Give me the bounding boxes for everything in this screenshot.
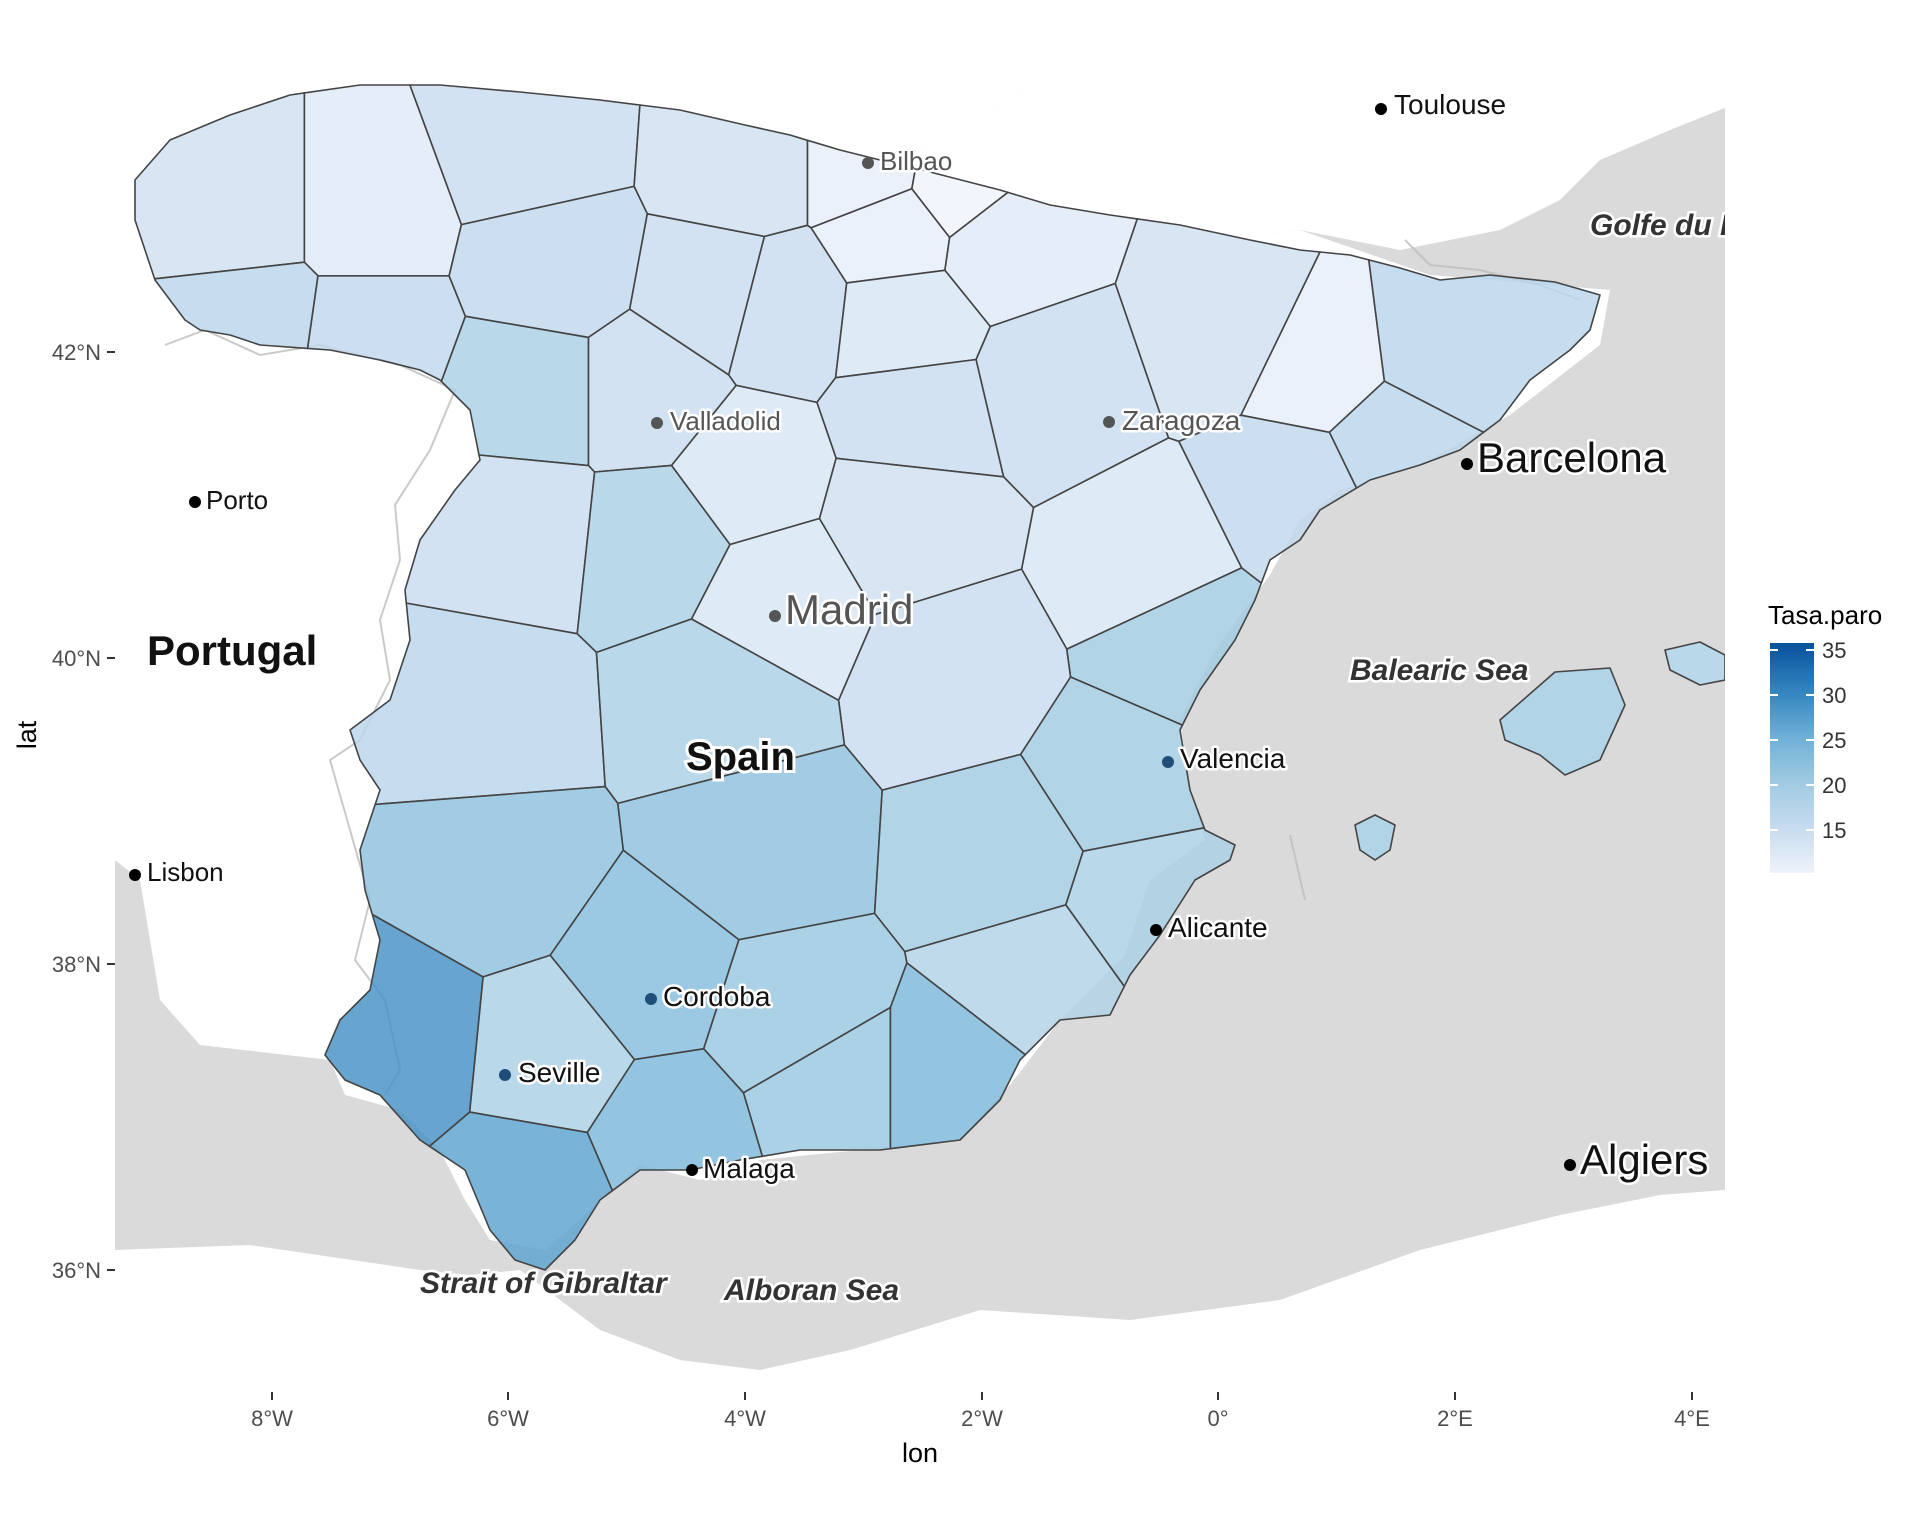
toulouse-label: Toulouse xyxy=(1394,89,1506,120)
balearic-sea-label: Balearic Sea xyxy=(1350,654,1528,687)
valladolid-label: Valladolid xyxy=(670,406,781,436)
legend-title: Tasa.paro xyxy=(1768,600,1882,630)
province-region xyxy=(1499,667,1626,776)
madrid-label: Madrid xyxy=(785,586,913,633)
y-axis: 36°N 38°N 40°N 42°N lat xyxy=(12,340,115,1283)
malaga-marker xyxy=(686,1164,698,1176)
strait-of-gibraltar-label: Strait of Gibraltar xyxy=(420,1267,669,1300)
cordoba-marker xyxy=(645,993,657,1005)
x-tick-label: 4°E xyxy=(1674,1406,1710,1431)
barcelona-marker xyxy=(1461,458,1473,470)
legend-break-label: 30 xyxy=(1822,683,1846,708)
place-labels: Toulouse Bilbao Valladolid Zaragoza Barc… xyxy=(129,87,1783,1310)
province-region xyxy=(428,1111,614,1271)
province-region xyxy=(153,261,319,350)
porto-label: Porto xyxy=(206,485,268,515)
malaga-label: Malaga xyxy=(703,1153,795,1184)
valencia-label: Valencia xyxy=(1180,743,1286,774)
cordoba-label: Cordoba xyxy=(663,981,771,1012)
porto-marker xyxy=(189,496,201,508)
province-region xyxy=(1328,380,1485,489)
madrid-marker xyxy=(769,610,781,622)
province-region xyxy=(1354,814,1396,861)
morocco-land xyxy=(115,1190,1725,1392)
legend: Tasa.paro 35 30 25 20 15 xyxy=(1768,600,1882,873)
bilbao-marker xyxy=(862,157,874,169)
y-tick-label: 40°N xyxy=(52,646,101,671)
x-axis-title: lon xyxy=(902,1438,938,1468)
region-layer xyxy=(134,84,1725,1271)
zaragoza-marker xyxy=(1103,416,1115,428)
alicante-label: Alicante xyxy=(1168,912,1268,943)
x-tick-label: 2°W xyxy=(961,1406,1003,1431)
province-region xyxy=(1065,827,1236,988)
x-tick-label: 8°W xyxy=(251,1406,293,1431)
legend-break-label: 20 xyxy=(1822,773,1846,798)
province-region xyxy=(1664,641,1725,686)
algiers-label: Algiers xyxy=(1580,1136,1708,1183)
x-tick-label: 6°W xyxy=(487,1406,529,1431)
x-tick-label: 4°W xyxy=(724,1406,766,1431)
province-region xyxy=(889,962,1027,1150)
france-land xyxy=(920,77,1725,255)
golfe-du-lion-label: Golfe du Lion xyxy=(1590,209,1783,242)
y-axis-title: lat xyxy=(12,720,42,749)
legend-break-label: 35 xyxy=(1822,638,1846,663)
legend-break-label: 15 xyxy=(1822,818,1846,843)
y-tick-label: 42°N xyxy=(52,340,101,365)
algiers-marker xyxy=(1564,1159,1576,1171)
y-tick-label: 38°N xyxy=(52,952,101,977)
alicante-marker xyxy=(1150,924,1162,936)
zaragoza-label: Zaragoza xyxy=(1122,405,1241,436)
portugal-label: Portugal xyxy=(147,627,317,674)
alboran-sea-label: Alboran Sea xyxy=(723,1274,899,1307)
seville-marker xyxy=(499,1069,511,1081)
toulouse-marker xyxy=(1375,103,1387,115)
x-tick-label: 0° xyxy=(1207,1406,1228,1431)
barcelona-label: Barcelona xyxy=(1477,434,1667,481)
x-tick-label: 2°E xyxy=(1437,1406,1473,1431)
seville-label: Seville xyxy=(518,1057,600,1088)
valladolid-marker xyxy=(651,417,663,429)
map-panel[interactable]: Toulouse Bilbao Valladolid Zaragoza Barc… xyxy=(115,77,1783,1392)
bilbao-label: Bilbao xyxy=(880,146,952,176)
lisbon-label: Lisbon xyxy=(147,857,224,887)
legend-colorbar xyxy=(1770,643,1814,873)
x-axis: 8°W 6°W 4°W 2°W 0° 2°E 4°E lon xyxy=(251,1392,1710,1468)
y-tick-label: 36°N xyxy=(52,1258,101,1283)
legend-break-label: 25 xyxy=(1822,728,1846,753)
lisbon-marker xyxy=(129,869,141,881)
valencia-marker xyxy=(1162,756,1174,768)
spain-label: Spain xyxy=(686,735,795,779)
